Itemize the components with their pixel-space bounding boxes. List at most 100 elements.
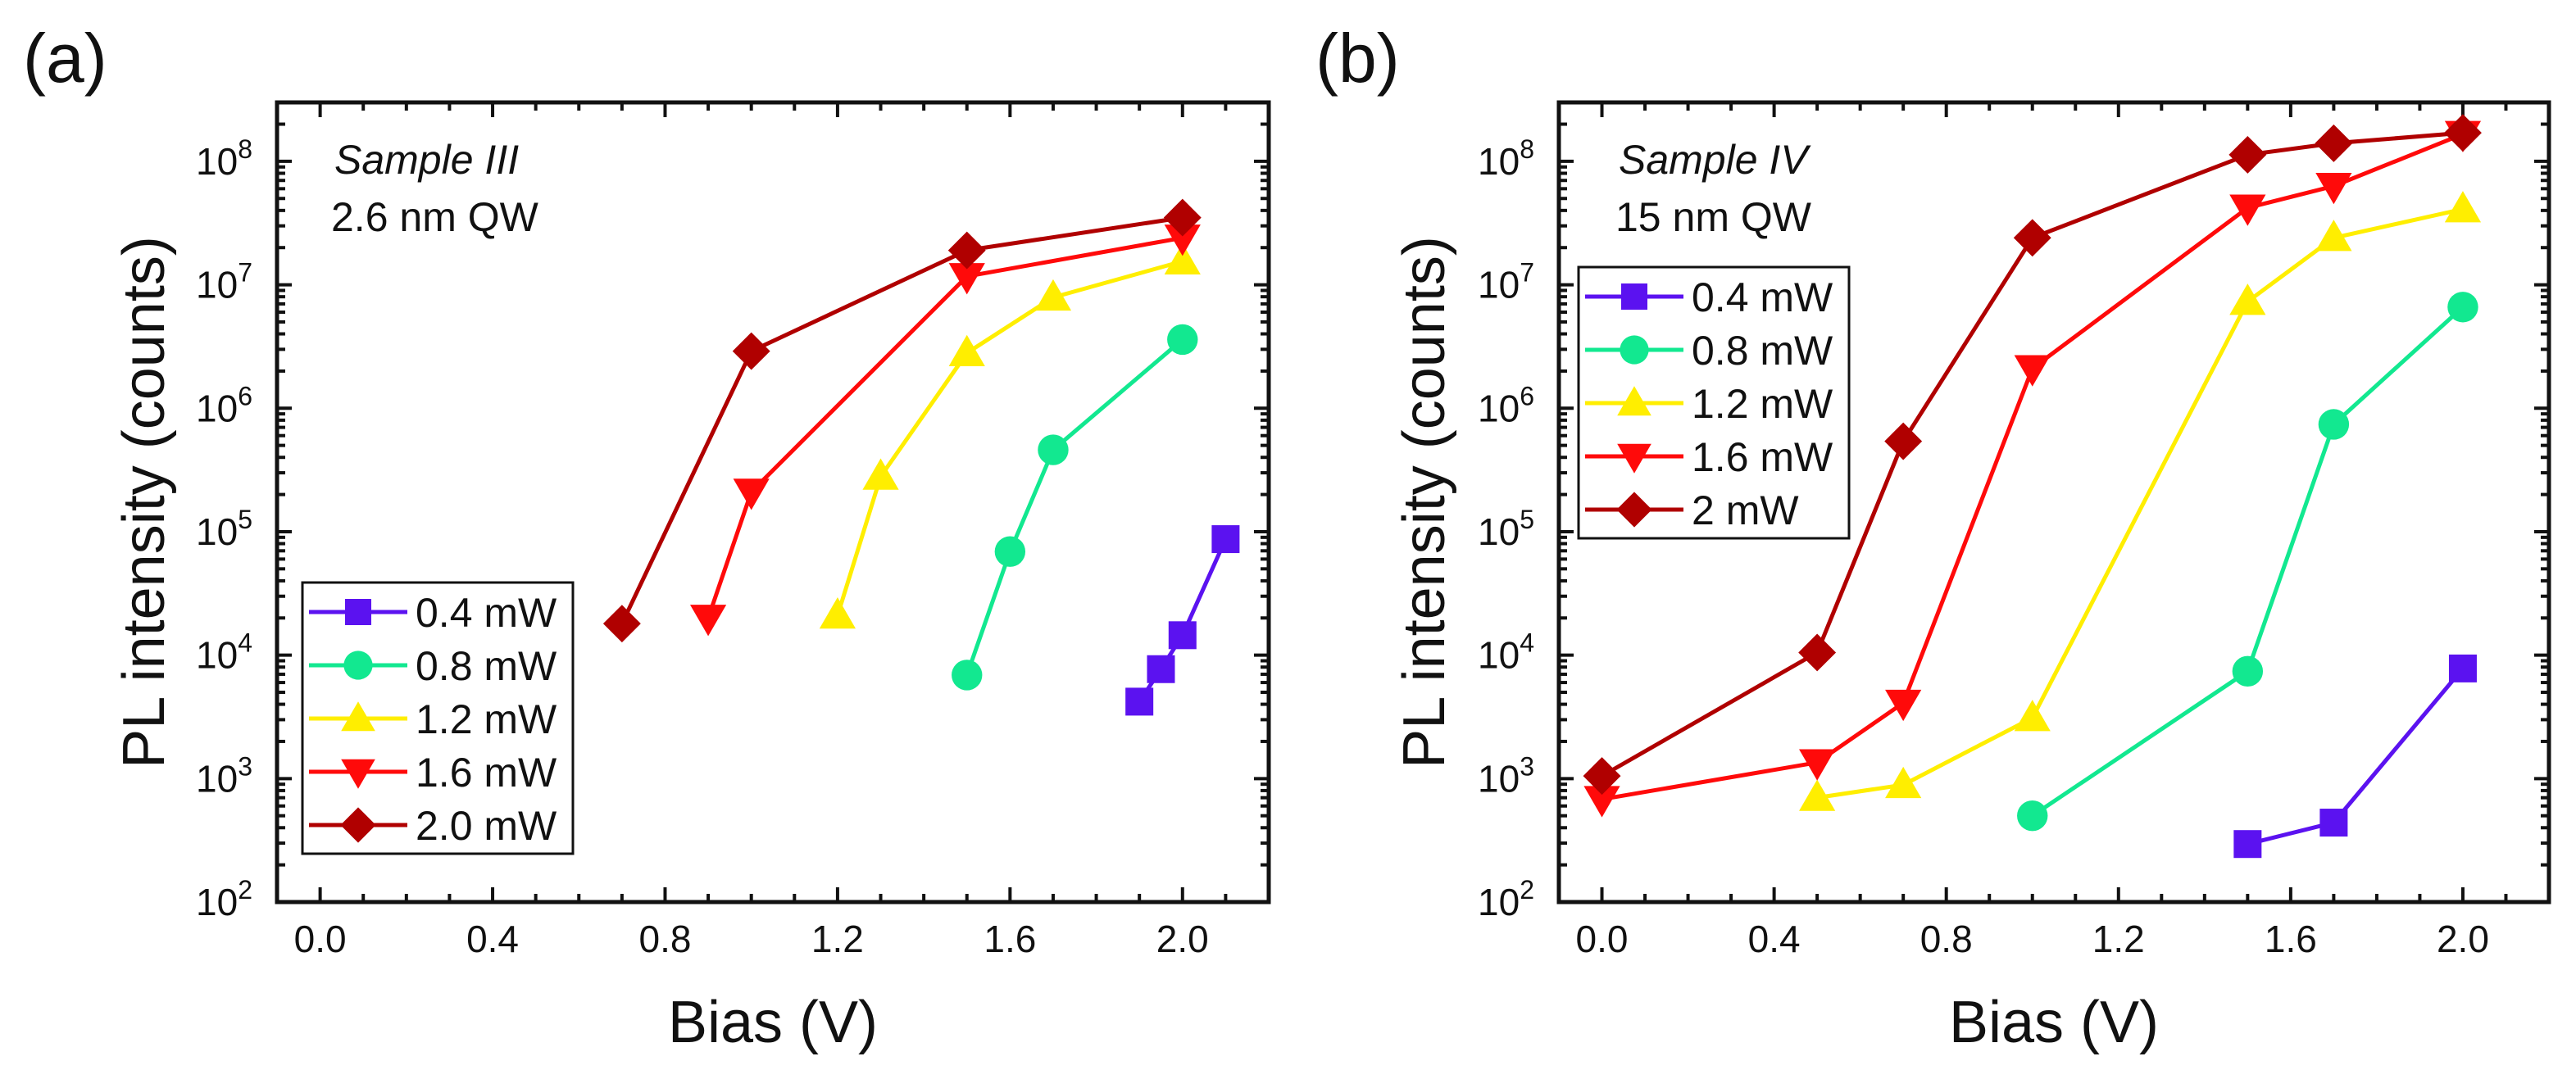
data-point	[1211, 525, 1240, 554]
legend-item: 0.4 mW	[309, 590, 557, 636]
data-point	[948, 263, 985, 295]
data-point	[733, 478, 770, 510]
legend-marker	[1621, 283, 1647, 310]
data-point	[1034, 279, 1072, 311]
data-point	[2228, 135, 2267, 174]
panel-label: (a)	[23, 20, 107, 97]
y-tick-base: 10	[196, 881, 238, 923]
panel-label: (b)	[1315, 20, 1400, 97]
y-tick-exponent: 7	[1520, 258, 1534, 288]
chart-panel-a: 0.0 0.4 0.8 1.2 1.6 2.01021031041051061071080…	[23, 20, 1271, 1055]
data-point	[1164, 224, 1201, 256]
y-tick-label: 108	[1478, 134, 1534, 183]
legend-marker	[340, 807, 376, 843]
legend-item: 2 mW	[1585, 487, 1799, 533]
qw-annotation: 15 nm QW	[1615, 194, 1812, 240]
legend-marker	[341, 759, 375, 789]
y-tick-label: 105	[1478, 505, 1534, 553]
legend-item: 0.4 mW	[1585, 274, 1833, 320]
data-point	[2447, 292, 2478, 323]
data-point	[1885, 766, 1922, 799]
qw-annotation: 2.6 nm QW	[331, 194, 539, 240]
y-tick-label: 102	[1478, 875, 1534, 923]
data-point	[2229, 194, 2266, 226]
y-tick-exponent: 8	[1520, 134, 1534, 164]
legend: 0.4 mW 0.8 mW 1.2 mW 1.6 mW 2 mW	[1577, 265, 1851, 540]
series-1.6-mw	[689, 224, 1201, 637]
data-point	[1147, 655, 1175, 683]
legend-marker	[1620, 335, 1649, 365]
y-tick-base: 10	[196, 757, 238, 800]
legend-item: 0.8 mW	[1585, 328, 1833, 374]
y-tick-exponent: 5	[238, 505, 252, 534]
data-point	[1885, 689, 1922, 722]
data-point	[862, 458, 899, 490]
sample-annotation: Sample III	[334, 137, 519, 183]
y-tick-base: 10	[1478, 140, 1520, 183]
y-tick-base: 10	[196, 387, 238, 429]
legend-item: 1.2 mW	[309, 696, 557, 742]
legend-marker	[1617, 443, 1651, 474]
data-point	[2318, 409, 2350, 440]
legend-item: 1.6 mW	[1585, 434, 1833, 480]
legend-marker	[345, 599, 371, 625]
y-tick-label: 102	[196, 875, 252, 923]
plot-frame	[275, 100, 1271, 905]
y-tick-base: 10	[1478, 264, 1520, 306]
series-0.4-mw	[2233, 654, 2477, 859]
y-tick-label: 104	[1478, 628, 1534, 677]
y-tick-exponent: 6	[1520, 381, 1534, 410]
data-point	[2013, 219, 2051, 257]
legend-label: 1.6 mW	[1692, 434, 1833, 480]
series-line	[706, 235, 1184, 619]
series-line	[1816, 206, 2464, 800]
data-point	[1798, 633, 1837, 672]
y-tick-label: 106	[1478, 381, 1534, 429]
series-line	[2031, 305, 2465, 818]
x-tick-label: 0.8	[1920, 918, 1973, 960]
x-tick-label: 1.6	[2265, 918, 2317, 960]
legend-marker	[1616, 492, 1652, 528]
x-tick-label: 0.4	[466, 918, 519, 960]
legend-item: 2.0 mW	[309, 803, 557, 849]
series-line	[1138, 538, 1228, 703]
data-point	[1125, 687, 1154, 716]
legend-marker	[341, 701, 375, 732]
legend-marker	[1617, 386, 1651, 416]
chart-panel-b: 0.0 0.4 0.8 1.2 1.6 2.01021031041051061071080…	[1315, 20, 2551, 1055]
y-tick-exponent: 3	[1520, 751, 1534, 781]
data-point	[689, 605, 727, 637]
series-0.4-mw	[1125, 525, 1240, 716]
y-tick-exponent: 4	[238, 628, 252, 658]
series-line	[620, 215, 1184, 625]
data-point	[2017, 800, 2048, 832]
y-tick-base: 10	[196, 510, 238, 553]
y-tick-exponent: 4	[1520, 628, 1534, 658]
data-point	[2014, 700, 2051, 732]
x-tick-label: 1.2	[2092, 918, 2145, 960]
legend-label: 1.6 mW	[416, 750, 557, 796]
y-tick-base: 10	[1478, 634, 1520, 677]
legend-label: 1.2 mW	[1692, 381, 1833, 427]
y-tick-base: 10	[1478, 510, 1520, 553]
y-tick-base: 10	[196, 634, 238, 677]
data-point	[1583, 786, 1620, 818]
data-point	[2448, 654, 2477, 682]
data-point	[1168, 621, 1197, 650]
x-tick-label: 2.0	[2437, 918, 2489, 960]
data-point	[952, 660, 983, 691]
y-tick-exponent: 7	[238, 258, 252, 288]
data-point	[2315, 172, 2352, 205]
data-point	[2014, 355, 2051, 387]
y-axis-label: PL intensity (counts)	[1392, 236, 1457, 768]
legend-item: 0.8 mW	[309, 643, 557, 689]
data-point	[1884, 422, 1923, 460]
x-tick-label: 0.0	[294, 918, 347, 960]
y-tick-base: 10	[1478, 757, 1520, 800]
data-point	[602, 605, 641, 643]
sample-annotation: Sample IV	[1619, 137, 1811, 183]
series-2.0-mw	[602, 198, 1202, 643]
legend-label: 1.2 mW	[416, 696, 557, 742]
y-tick-label: 107	[196, 258, 252, 306]
data-point	[1163, 198, 1202, 237]
